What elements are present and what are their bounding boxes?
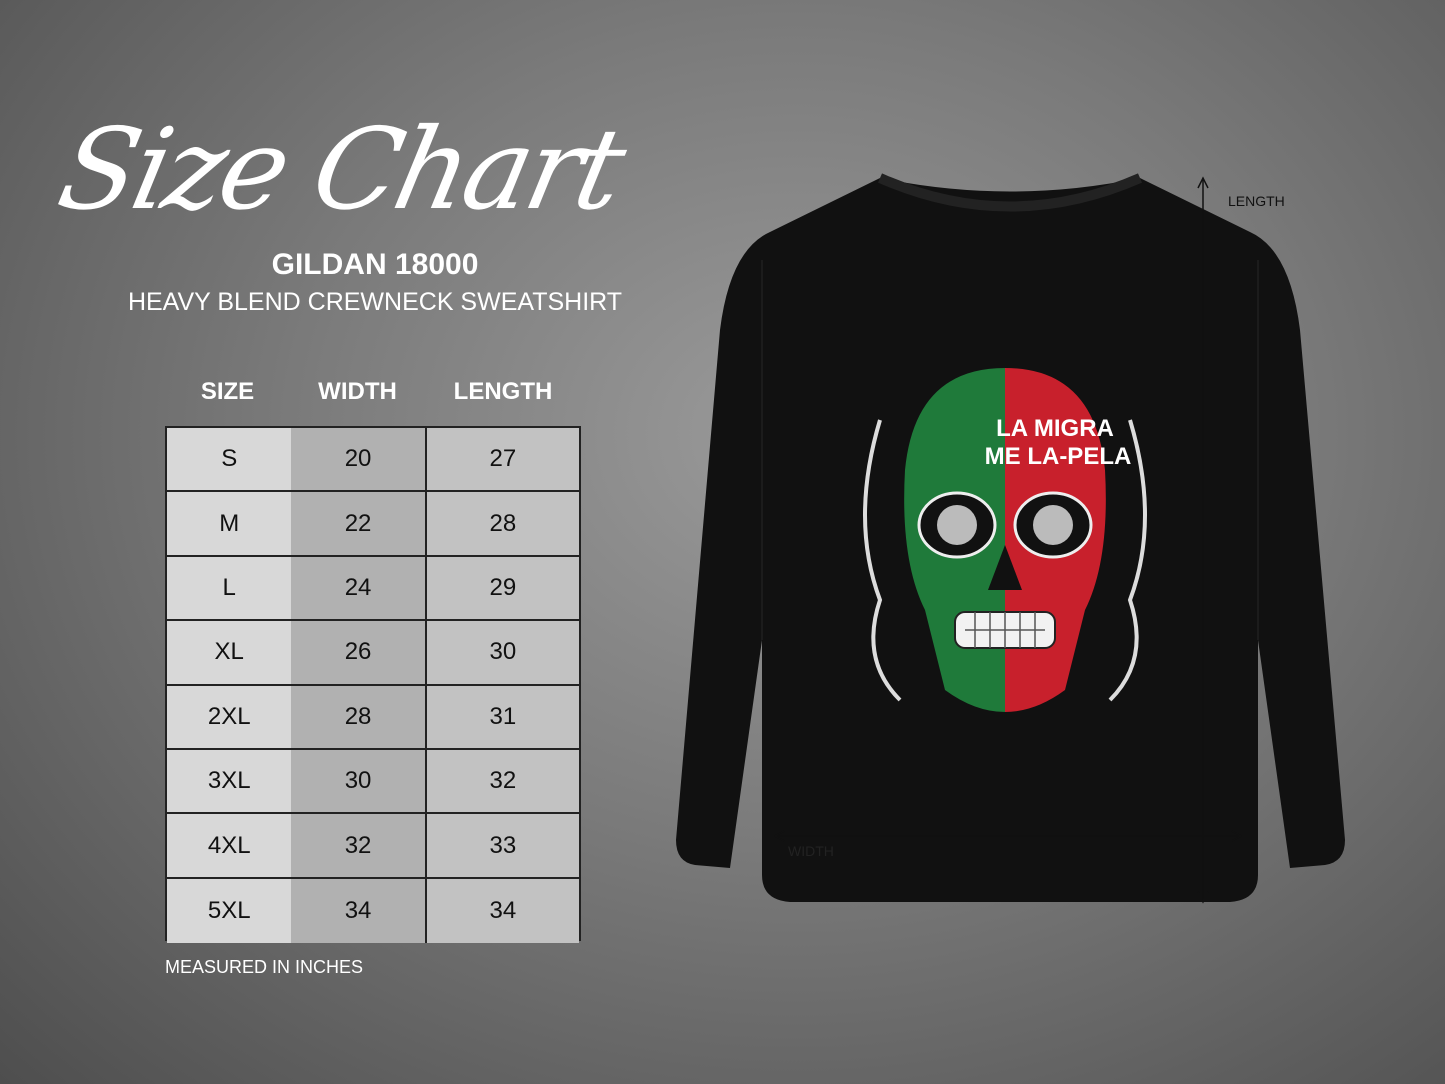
- cell-width: 20: [291, 428, 427, 491]
- product-model: GILDAN 18000: [271, 248, 479, 281]
- table-row: XL 26 30: [167, 621, 579, 686]
- table-row: L 24 29: [167, 556, 579, 622]
- width-label: WIDTH: [788, 843, 834, 859]
- cell-length: 27: [426, 428, 579, 491]
- cell-size: S: [167, 428, 292, 491]
- cell-size: 3XL: [167, 750, 292, 813]
- design-text-line1: LA MIGRA: [996, 415, 1114, 442]
- table-row: 5XL 34 34: [167, 878, 579, 944]
- cell-width: 26: [291, 621, 427, 684]
- table-row: 4XL 32 33: [167, 814, 579, 879]
- cell-length: 30: [426, 621, 579, 684]
- table-row: M 22 28: [167, 492, 579, 557]
- table-row: 3XL 30 32: [167, 750, 579, 815]
- product-subtitle: HEAVY BLEND CREWNECK SWEATSHIRT: [127, 288, 623, 316]
- table-row: S 20 27: [167, 428, 579, 493]
- cell-size: XL: [167, 621, 292, 684]
- header-size: SIZE: [200, 378, 255, 405]
- measurement-note: MEASURED IN INCHES: [165, 957, 364, 977]
- design-text-line2: ME LA-PELA: [985, 443, 1132, 470]
- cell-size: 5XL: [167, 878, 292, 944]
- width-arrow: [773, 830, 1243, 842]
- cell-size: L: [167, 556, 292, 620]
- cell-width: 22: [291, 492, 427, 555]
- cell-width: 34: [291, 878, 427, 944]
- header-width: WIDTH: [318, 378, 397, 405]
- cell-length: 31: [426, 685, 579, 748]
- cell-size: 2XL: [167, 685, 292, 748]
- cell-width: 24: [291, 556, 427, 620]
- skull-graphic: LA MIGRA ME LA-PELA: [863, 368, 1147, 712]
- cell-length: 29: [426, 556, 579, 620]
- length-arrow: [1197, 176, 1209, 904]
- cell-width: 32: [291, 814, 427, 877]
- cell-length: 28: [426, 492, 579, 555]
- cell-size: 4XL: [167, 814, 292, 877]
- cell-length: 34: [426, 878, 579, 944]
- cell-width: 28: [291, 685, 427, 748]
- size-table: S 20 27 M 22 28 L 24 29 XL 26 30 2XL 28 31 3XL 30 32 4XL 32…: [165, 426, 581, 944]
- cell-size: M: [167, 492, 292, 555]
- table-row: 2XL 28 31: [167, 685, 579, 750]
- header-length: LENGTH: [453, 378, 553, 405]
- cell-width: 30: [291, 750, 427, 813]
- length-label: LENGTH: [1228, 193, 1285, 209]
- cell-length: 32: [426, 750, 579, 813]
- cell-length: 33: [426, 814, 579, 877]
